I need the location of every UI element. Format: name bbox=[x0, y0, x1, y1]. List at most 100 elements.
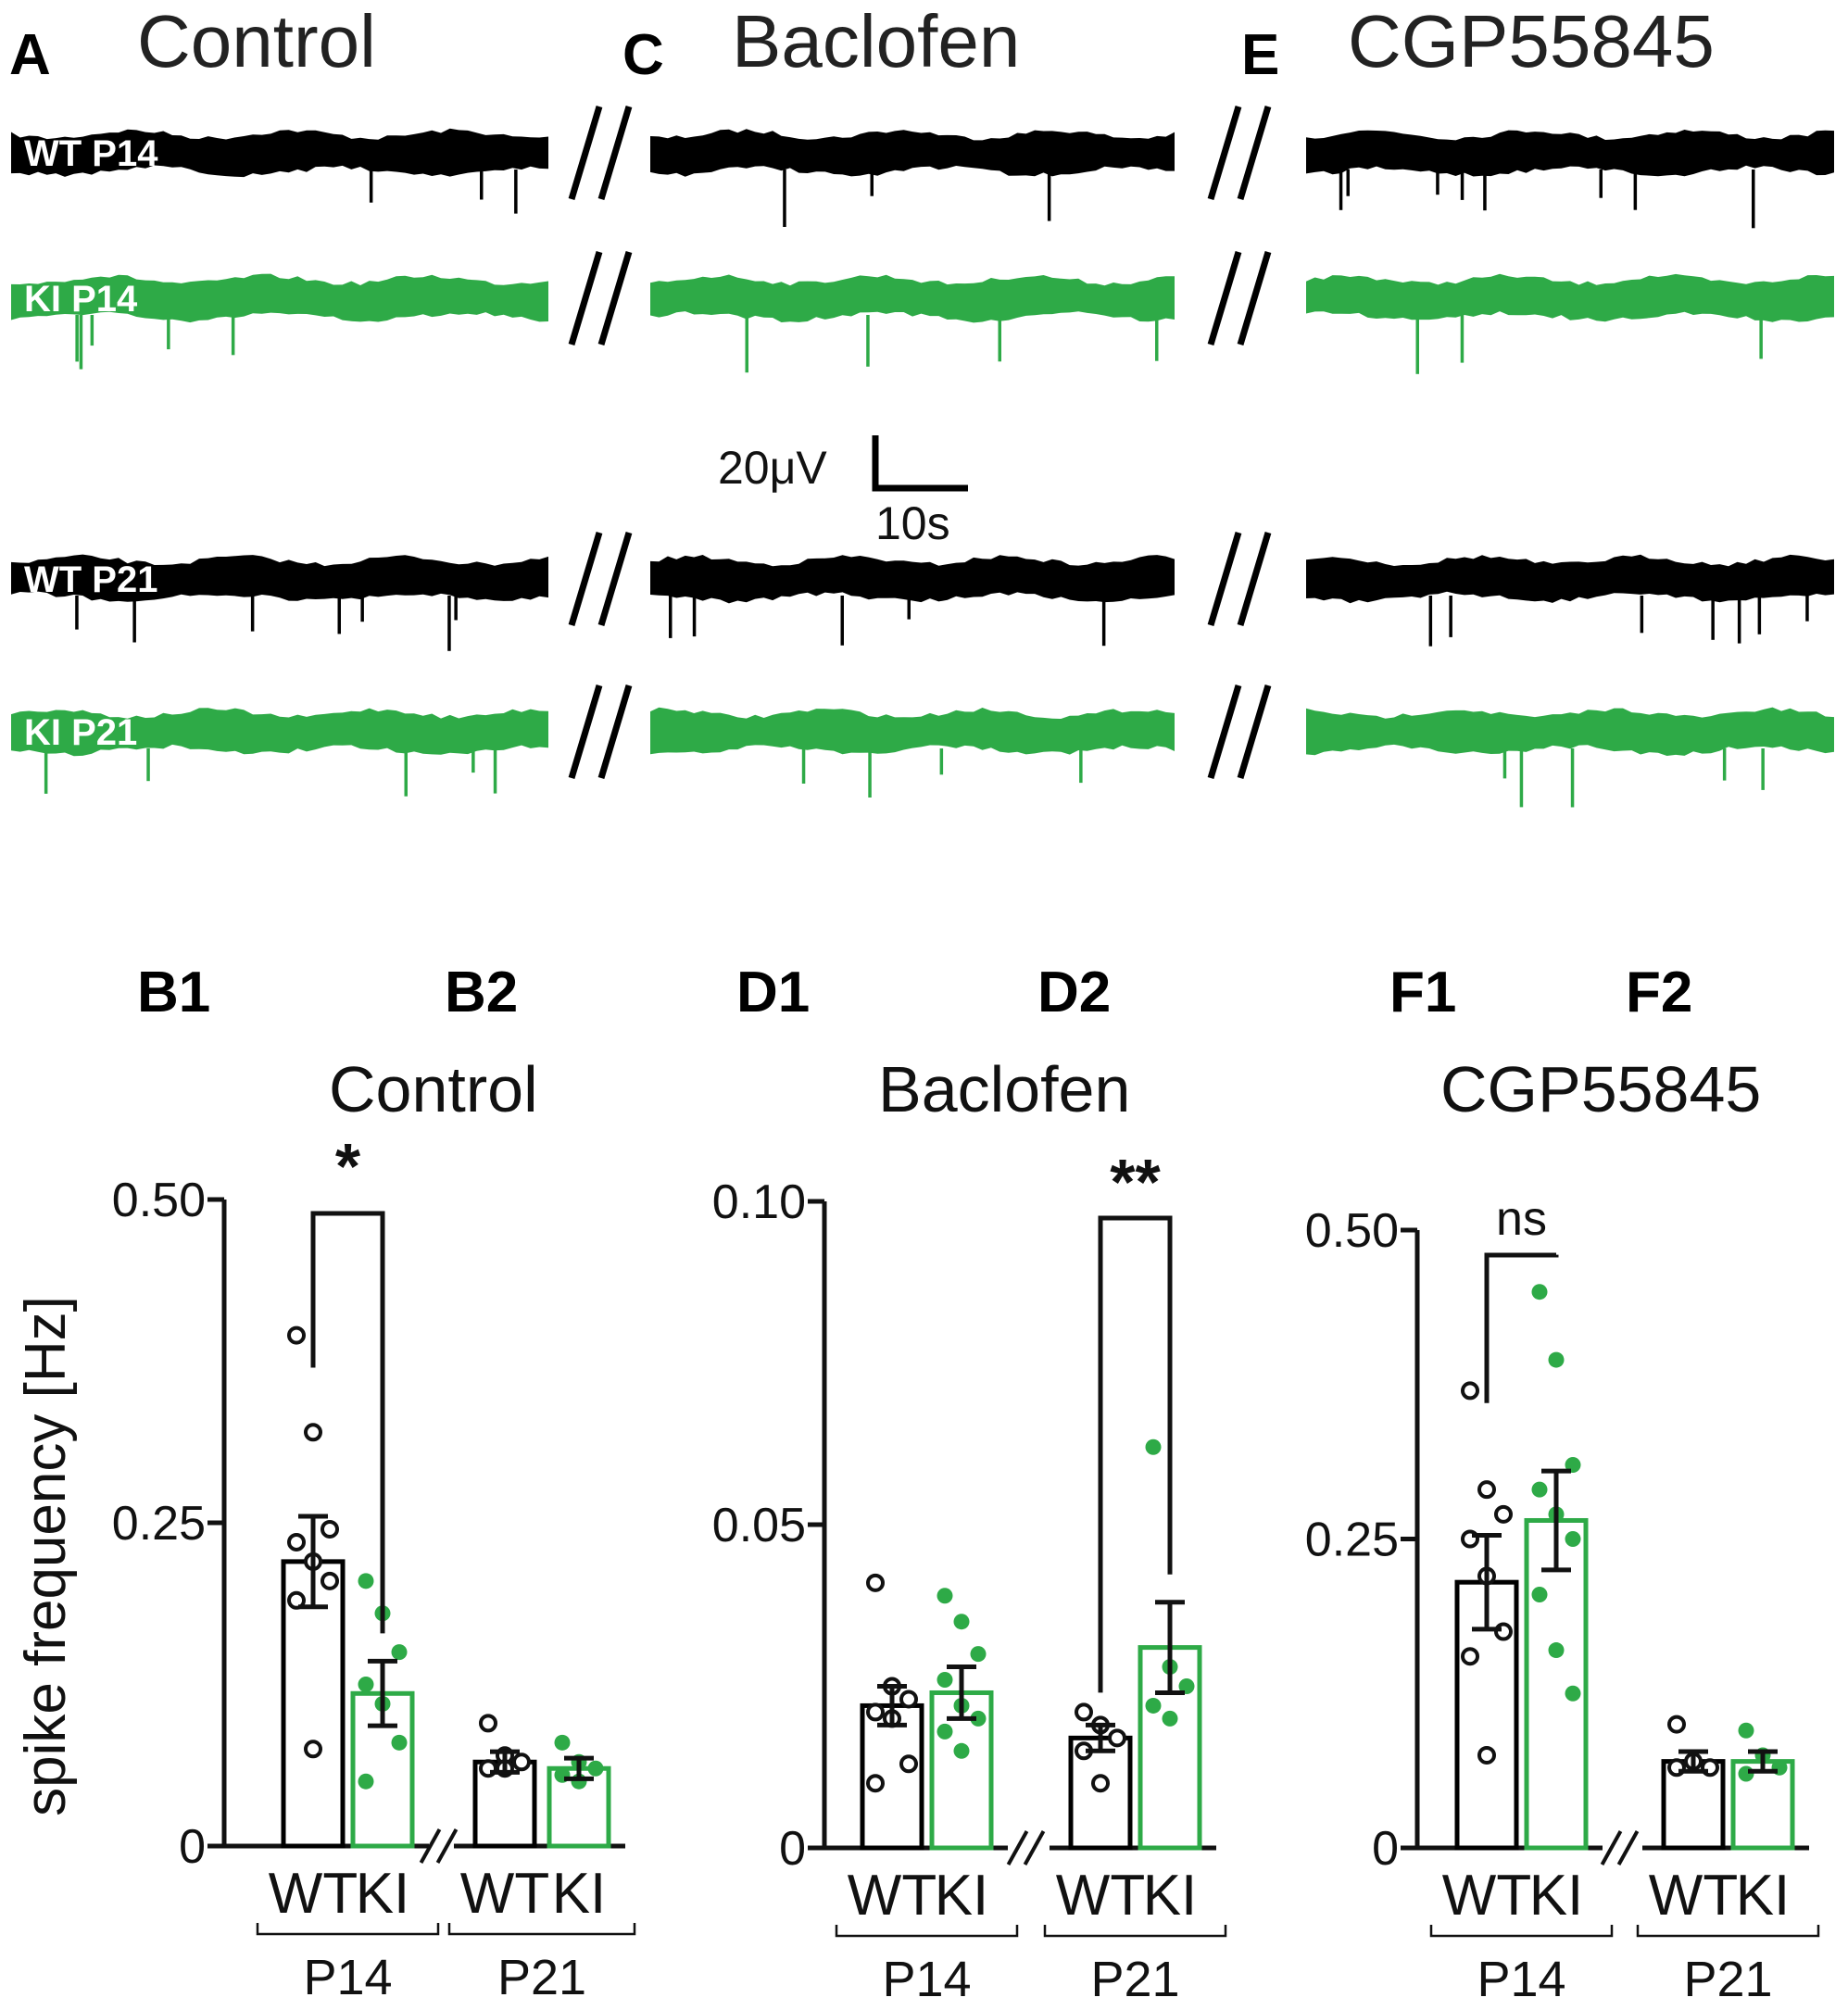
data-point-ki bbox=[358, 1573, 374, 1589]
axis-break bbox=[419, 1828, 442, 1864]
break-mark bbox=[1237, 684, 1272, 780]
spike bbox=[1759, 315, 1763, 359]
y-tick-label: 0.50 bbox=[112, 1174, 206, 1227]
data-point-ki bbox=[953, 1742, 970, 1759]
spike bbox=[1722, 748, 1727, 781]
spike bbox=[1752, 170, 1755, 229]
data-point-ki bbox=[1178, 1678, 1195, 1694]
break-mark bbox=[1207, 684, 1242, 780]
spike bbox=[44, 748, 48, 794]
data-point-ki bbox=[937, 1672, 953, 1689]
y-tick-label: 0.25 bbox=[1305, 1514, 1399, 1567]
significance-label: * bbox=[335, 1130, 361, 1202]
data-point-wt bbox=[512, 1752, 531, 1772]
spike bbox=[939, 748, 944, 775]
spike bbox=[404, 748, 408, 797]
panel-label-f1: F1 bbox=[1389, 961, 1456, 1024]
spike bbox=[745, 315, 748, 373]
spike bbox=[870, 170, 874, 196]
x-category-label: WT bbox=[269, 1862, 358, 1926]
y-tick-label: 0 bbox=[179, 1820, 206, 1874]
spike bbox=[1101, 596, 1106, 647]
break-mark bbox=[1237, 250, 1272, 346]
x-category-label: KI bbox=[1736, 1864, 1791, 1928]
data-point-wt bbox=[1494, 1504, 1513, 1524]
data-point-wt bbox=[287, 1325, 306, 1345]
spike bbox=[132, 596, 136, 643]
spike bbox=[1757, 596, 1762, 634]
spike bbox=[514, 170, 518, 214]
spike bbox=[480, 170, 484, 200]
spike bbox=[1502, 748, 1507, 779]
chart-title-baclofen: Baclofen bbox=[878, 1053, 1130, 1125]
trace-label: KI P14 bbox=[24, 279, 138, 320]
spike bbox=[801, 748, 806, 784]
data-point-wt bbox=[1494, 1622, 1513, 1641]
scale-bar-time: 10s bbox=[875, 497, 950, 549]
spike bbox=[471, 748, 475, 773]
data-point-wt bbox=[899, 1754, 918, 1774]
break-mark bbox=[1207, 105, 1242, 201]
spike bbox=[1761, 748, 1765, 790]
spike bbox=[146, 748, 150, 782]
data-point-ki bbox=[1738, 1765, 1754, 1782]
spike bbox=[1640, 596, 1644, 634]
data-point-ki bbox=[937, 1588, 953, 1604]
break-mark bbox=[597, 531, 633, 627]
spike bbox=[90, 315, 94, 346]
y-tick-label: 0 bbox=[779, 1822, 806, 1876]
group-label: P14 bbox=[303, 1950, 392, 2005]
axis-break bbox=[1006, 1830, 1029, 1866]
axis-break bbox=[1616, 1830, 1640, 1866]
data-point-ki bbox=[1565, 1685, 1581, 1702]
trace-band bbox=[650, 274, 1175, 323]
trace-band bbox=[11, 128, 548, 178]
data-point-wt bbox=[304, 1423, 322, 1442]
spike bbox=[907, 596, 911, 620]
data-point-ki bbox=[937, 1723, 953, 1740]
spike bbox=[1711, 596, 1715, 640]
trace-label: WT P14 bbox=[24, 133, 158, 174]
spike bbox=[1483, 170, 1487, 211]
panel-label-b2: B2 bbox=[445, 961, 518, 1024]
data-point-ki bbox=[970, 1646, 987, 1663]
data-point-ki bbox=[391, 1734, 408, 1751]
break-mark bbox=[597, 684, 633, 780]
condition-title-baclofen: Baclofen bbox=[732, 0, 1020, 82]
spike bbox=[1737, 596, 1741, 644]
spike bbox=[866, 315, 870, 367]
panel-label-c: C bbox=[622, 23, 664, 87]
x-category-label: WT bbox=[1649, 1864, 1738, 1928]
data-point-ki bbox=[1162, 1710, 1178, 1727]
spike bbox=[783, 170, 786, 227]
trace-band bbox=[1306, 554, 1834, 604]
group-bracket bbox=[1636, 1925, 1820, 1938]
trace-band bbox=[11, 554, 548, 602]
x-category-label: WT bbox=[1442, 1864, 1531, 1928]
data-point-wt bbox=[1075, 1702, 1093, 1722]
spike bbox=[369, 170, 373, 203]
data-point-ki bbox=[1145, 1438, 1162, 1455]
scale-bar-voltage: 20μV bbox=[718, 442, 827, 494]
spike bbox=[840, 596, 844, 646]
spike bbox=[493, 748, 497, 794]
spike bbox=[1599, 170, 1603, 198]
group-label: P21 bbox=[497, 1950, 586, 2005]
condition-title-control: Control bbox=[137, 0, 376, 82]
y-tick-label: 0 bbox=[1372, 1822, 1399, 1876]
spike bbox=[1346, 170, 1350, 196]
spike bbox=[337, 596, 341, 634]
panel-label-b1: B1 bbox=[137, 961, 210, 1024]
data-point-wt bbox=[321, 1519, 339, 1539]
data-point-ki bbox=[391, 1644, 408, 1661]
spike bbox=[1436, 170, 1439, 195]
spike bbox=[1428, 596, 1433, 647]
spike bbox=[167, 315, 170, 350]
group-bracket bbox=[835, 1925, 1019, 1938]
break-mark bbox=[568, 105, 603, 201]
data-point-ki bbox=[970, 1710, 987, 1727]
